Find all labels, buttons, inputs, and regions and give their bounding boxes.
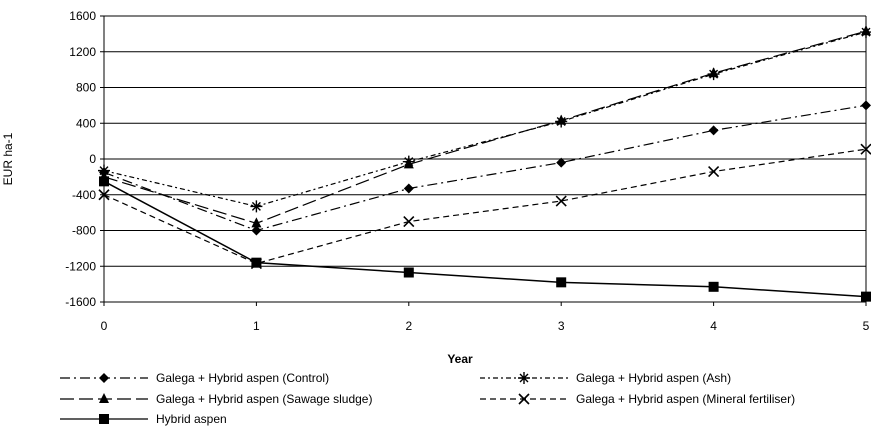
legend-marker (518, 372, 530, 384)
data-point (99, 176, 109, 187)
data-point (556, 114, 567, 125)
legend-item: Galega + Hybrid aspen (Sawage sludge) (60, 392, 372, 406)
legend-item: Hybrid aspen (60, 412, 227, 426)
x-tick-label: 3 (558, 319, 565, 333)
series-0 (99, 100, 871, 236)
data-point (251, 225, 262, 236)
legend-item: Galega + Hybrid aspen (Ash) (480, 371, 731, 385)
legend-marker (99, 393, 109, 403)
y-tick-label: 0 (89, 152, 96, 166)
data-point (98, 189, 110, 201)
x-tick-label: 0 (101, 319, 108, 333)
y-tick-label: -400 (72, 188, 96, 202)
series-4 (99, 176, 871, 302)
legend-label: Galega + Hybrid aspen (Control) (156, 371, 329, 385)
legend-marker (99, 373, 109, 383)
legend-item: Galega + Hybrid aspen (Mineral fertilise… (480, 392, 795, 406)
series-3 (98, 143, 871, 270)
data-point (861, 100, 871, 111)
x-tick-label: 4 (710, 319, 717, 333)
data-point (860, 143, 871, 155)
data-point (251, 217, 262, 228)
series-line (103, 104, 867, 232)
x-tick-label: 1 (253, 319, 260, 333)
y-tick-label: 400 (76, 116, 96, 130)
legend: Galega + Hybrid aspen (Control) Galega + … (60, 371, 795, 426)
series-line (103, 180, 867, 298)
data-point (555, 195, 567, 207)
legend-marker (518, 393, 530, 405)
data-point (251, 257, 262, 268)
legend-item: Galega + Hybrid aspen (Control) (60, 371, 329, 385)
data-point (250, 200, 263, 213)
data-series (98, 25, 871, 302)
data-point (98, 164, 110, 177)
legend-label: Hybrid aspen (156, 412, 227, 426)
data-point (556, 277, 567, 288)
x-tick-labels: 0 1 2 3 4 5 (101, 319, 870, 333)
y-tick-label: -800 (72, 224, 96, 238)
data-point (708, 281, 719, 292)
data-point (861, 25, 871, 36)
y-tick-label: -1600 (65, 295, 96, 309)
legend-label: Galega + Hybrid aspen (Sawage sludge) (156, 392, 372, 406)
legend-label: Galega + Hybrid aspen (Mineral fertilise… (576, 392, 795, 406)
y-tick-label: 1200 (69, 45, 96, 59)
legend-marker (99, 414, 109, 424)
y-tick-labels: 1600 1200 800 400 0 -400 -800 -1200 -1600 (65, 9, 96, 309)
data-point (403, 215, 415, 228)
data-point (708, 125, 719, 136)
series-line (103, 31, 867, 207)
data-point (556, 157, 567, 168)
legend-label: Galega + Hybrid aspen (Ash) (576, 371, 731, 385)
data-point (403, 158, 414, 169)
x-axis-label: Year (447, 352, 473, 366)
y-tick-label: 1600 (69, 9, 96, 23)
x-tick-label: 2 (405, 319, 412, 333)
series-line (103, 30, 867, 224)
data-point (403, 183, 414, 194)
data-point (403, 267, 414, 278)
data-point (708, 67, 719, 78)
data-point (708, 165, 720, 178)
x-tick-label: 5 (863, 319, 870, 333)
series-line (103, 148, 867, 265)
grid-lines (100, 15, 867, 306)
series-1 (98, 26, 871, 213)
data-point (861, 291, 871, 302)
y-tick-label: 800 (76, 81, 96, 95)
y-axis-label: EUR ha-1 (1, 132, 15, 185)
y-tick-label: -1200 (65, 259, 96, 273)
